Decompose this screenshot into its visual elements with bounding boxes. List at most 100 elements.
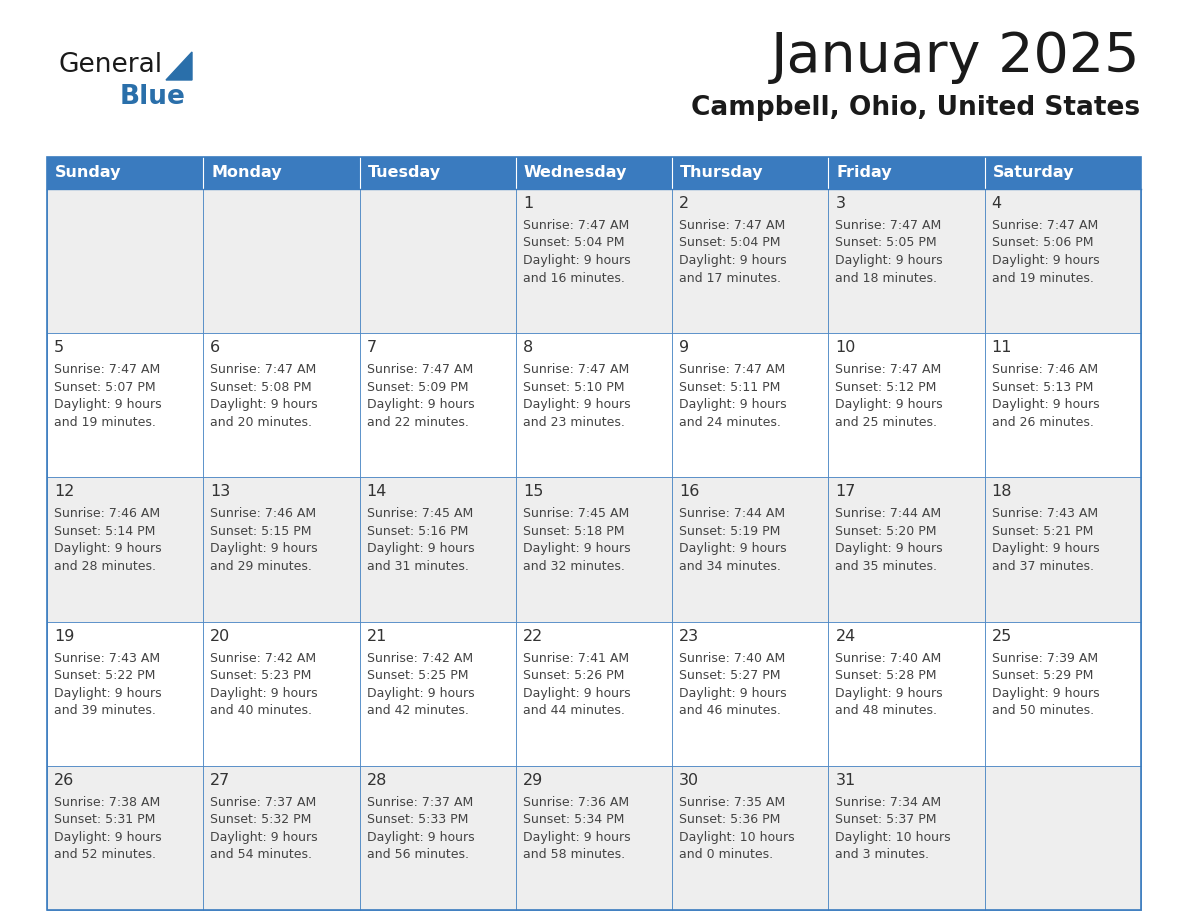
- Text: Sunset: 5:12 PM: Sunset: 5:12 PM: [835, 381, 937, 394]
- Text: Daylight: 9 hours: Daylight: 9 hours: [523, 543, 631, 555]
- Text: and 19 minutes.: and 19 minutes.: [992, 272, 1094, 285]
- Text: Sunset: 5:23 PM: Sunset: 5:23 PM: [210, 669, 311, 682]
- Text: and 29 minutes.: and 29 minutes.: [210, 560, 312, 573]
- Text: Sunset: 5:09 PM: Sunset: 5:09 PM: [367, 381, 468, 394]
- Text: Sunrise: 7:39 AM: Sunrise: 7:39 AM: [992, 652, 1098, 665]
- Bar: [828, 766, 985, 910]
- Text: 19: 19: [53, 629, 75, 644]
- Text: Sunrise: 7:47 AM: Sunrise: 7:47 AM: [210, 364, 316, 376]
- Text: 17: 17: [835, 485, 855, 499]
- Text: Sunset: 5:33 PM: Sunset: 5:33 PM: [367, 813, 468, 826]
- Text: Sunday: Sunday: [55, 165, 121, 181]
- Text: and 32 minutes.: and 32 minutes.: [523, 560, 625, 573]
- Bar: [672, 766, 828, 910]
- Text: Sunrise: 7:37 AM: Sunrise: 7:37 AM: [210, 796, 316, 809]
- Text: Sunset: 5:08 PM: Sunset: 5:08 PM: [210, 381, 312, 394]
- Polygon shape: [166, 52, 192, 80]
- Text: Sunrise: 7:37 AM: Sunrise: 7:37 AM: [367, 796, 473, 809]
- Bar: [516, 333, 672, 477]
- Text: 23: 23: [680, 629, 700, 644]
- Text: and 48 minutes.: and 48 minutes.: [835, 704, 937, 717]
- Text: and 46 minutes.: and 46 minutes.: [680, 704, 781, 717]
- Text: 31: 31: [835, 773, 855, 788]
- Bar: [672, 621, 828, 766]
- Text: Daylight: 9 hours: Daylight: 9 hours: [210, 831, 318, 844]
- Bar: [360, 621, 516, 766]
- Text: and 35 minutes.: and 35 minutes.: [835, 560, 937, 573]
- Text: Daylight: 9 hours: Daylight: 9 hours: [992, 687, 1099, 700]
- Text: Sunrise: 7:46 AM: Sunrise: 7:46 AM: [53, 508, 160, 521]
- Text: Sunrise: 7:46 AM: Sunrise: 7:46 AM: [210, 508, 316, 521]
- Text: Daylight: 9 hours: Daylight: 9 hours: [367, 543, 474, 555]
- Text: Sunset: 5:10 PM: Sunset: 5:10 PM: [523, 381, 625, 394]
- Bar: [985, 333, 1140, 477]
- Text: Daylight: 9 hours: Daylight: 9 hours: [523, 398, 631, 411]
- Text: 25: 25: [992, 629, 1012, 644]
- Bar: [985, 621, 1140, 766]
- Bar: [672, 333, 828, 477]
- Text: and 26 minutes.: and 26 minutes.: [992, 416, 1094, 429]
- Text: Sunset: 5:04 PM: Sunset: 5:04 PM: [680, 237, 781, 250]
- Text: 27: 27: [210, 773, 230, 788]
- Text: Daylight: 9 hours: Daylight: 9 hours: [523, 831, 631, 844]
- Text: and 24 minutes.: and 24 minutes.: [680, 416, 781, 429]
- Text: and 18 minutes.: and 18 minutes.: [835, 272, 937, 285]
- Text: Daylight: 9 hours: Daylight: 9 hours: [992, 543, 1099, 555]
- Bar: [516, 766, 672, 910]
- Text: and 34 minutes.: and 34 minutes.: [680, 560, 781, 573]
- Text: Sunrise: 7:47 AM: Sunrise: 7:47 AM: [992, 219, 1098, 232]
- Text: Sunset: 5:07 PM: Sunset: 5:07 PM: [53, 381, 156, 394]
- Text: Sunset: 5:11 PM: Sunset: 5:11 PM: [680, 381, 781, 394]
- Text: Sunrise: 7:41 AM: Sunrise: 7:41 AM: [523, 652, 628, 665]
- Text: January 2025: January 2025: [771, 30, 1140, 84]
- Bar: [516, 621, 672, 766]
- Text: and 25 minutes.: and 25 minutes.: [835, 416, 937, 429]
- Text: Daylight: 9 hours: Daylight: 9 hours: [367, 687, 474, 700]
- Text: and 3 minutes.: and 3 minutes.: [835, 848, 929, 861]
- Text: and 17 minutes.: and 17 minutes.: [680, 272, 782, 285]
- Text: 11: 11: [992, 341, 1012, 355]
- Text: Sunset: 5:20 PM: Sunset: 5:20 PM: [835, 525, 937, 538]
- Text: Daylight: 9 hours: Daylight: 9 hours: [680, 254, 786, 267]
- Text: Sunrise: 7:44 AM: Sunrise: 7:44 AM: [835, 508, 942, 521]
- Text: Daylight: 10 hours: Daylight: 10 hours: [680, 831, 795, 844]
- Text: Sunset: 5:32 PM: Sunset: 5:32 PM: [210, 813, 311, 826]
- Text: and 56 minutes.: and 56 minutes.: [367, 848, 468, 861]
- Bar: [48, 157, 203, 189]
- Text: Sunset: 5:26 PM: Sunset: 5:26 PM: [523, 669, 624, 682]
- Text: and 40 minutes.: and 40 minutes.: [210, 704, 312, 717]
- Bar: [203, 621, 360, 766]
- Text: Sunrise: 7:45 AM: Sunrise: 7:45 AM: [523, 508, 630, 521]
- Text: 22: 22: [523, 629, 543, 644]
- Text: Daylight: 10 hours: Daylight: 10 hours: [835, 831, 952, 844]
- Bar: [203, 477, 360, 621]
- Text: 6: 6: [210, 341, 221, 355]
- Text: Blue: Blue: [120, 84, 185, 110]
- Text: Daylight: 9 hours: Daylight: 9 hours: [210, 543, 318, 555]
- Text: Sunrise: 7:44 AM: Sunrise: 7:44 AM: [680, 508, 785, 521]
- Text: Daylight: 9 hours: Daylight: 9 hours: [523, 687, 631, 700]
- Bar: [828, 157, 985, 189]
- Text: Daylight: 9 hours: Daylight: 9 hours: [53, 687, 162, 700]
- Text: and 54 minutes.: and 54 minutes.: [210, 848, 312, 861]
- Bar: [48, 621, 203, 766]
- Bar: [360, 157, 516, 189]
- Bar: [203, 189, 360, 333]
- Text: and 31 minutes.: and 31 minutes.: [367, 560, 468, 573]
- Text: and 19 minutes.: and 19 minutes.: [53, 416, 156, 429]
- Text: Sunset: 5:16 PM: Sunset: 5:16 PM: [367, 525, 468, 538]
- Text: Sunrise: 7:34 AM: Sunrise: 7:34 AM: [835, 796, 942, 809]
- Text: 28: 28: [367, 773, 387, 788]
- Text: Daylight: 9 hours: Daylight: 9 hours: [680, 543, 786, 555]
- Text: and 37 minutes.: and 37 minutes.: [992, 560, 1094, 573]
- Text: 9: 9: [680, 341, 689, 355]
- Text: Sunset: 5:34 PM: Sunset: 5:34 PM: [523, 813, 624, 826]
- Bar: [48, 333, 203, 477]
- Text: 8: 8: [523, 341, 533, 355]
- Text: Daylight: 9 hours: Daylight: 9 hours: [835, 687, 943, 700]
- Text: Sunset: 5:25 PM: Sunset: 5:25 PM: [367, 669, 468, 682]
- Bar: [672, 189, 828, 333]
- Text: Sunrise: 7:45 AM: Sunrise: 7:45 AM: [367, 508, 473, 521]
- Text: 21: 21: [367, 629, 387, 644]
- Text: Thursday: Thursday: [681, 165, 764, 181]
